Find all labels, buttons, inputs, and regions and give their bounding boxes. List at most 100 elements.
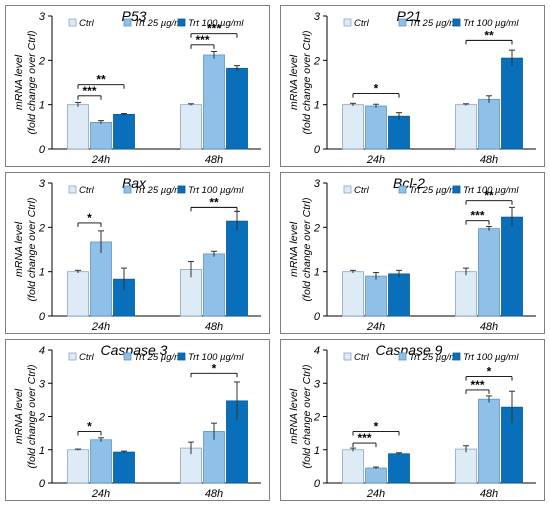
y-tick-label: 1: [39, 267, 45, 279]
significance-label: **: [96, 73, 106, 87]
bar: [342, 104, 364, 150]
y-tick-label: 0: [39, 311, 46, 323]
significance-label: ***: [470, 209, 484, 223]
legend-label: Trt 25 µg/ml: [134, 18, 185, 29]
significance-label: **: [484, 189, 494, 203]
chart-panel-caspase9: Caspase 9 0 1 2 3 4 mRNA level(fold change ov…: [280, 339, 545, 501]
y-tick-label: 2: [313, 412, 320, 424]
x-category-label: 24h: [366, 321, 385, 333]
y-axis-title-line: mRNA level: [13, 54, 25, 110]
legend-label: Trt 100 µg/ml: [188, 352, 244, 363]
bar: [342, 449, 364, 484]
significance-label: *: [212, 361, 217, 375]
bar: [478, 98, 500, 150]
significance-label: **: [209, 195, 219, 209]
legend-label: Ctrl: [79, 185, 95, 196]
y-axis-title: mRNA level(fold change over Ctrl): [13, 198, 38, 302]
bar: [365, 467, 387, 484]
y-tick-label: 0: [39, 144, 46, 156]
y-tick-label: 1: [314, 267, 320, 279]
y-axis-title-line: mRNA level: [13, 388, 25, 444]
y-tick-label: 3: [314, 378, 321, 390]
y-axis-title-line: (fold change over Ctrl): [26, 31, 38, 135]
y-axis-title-line: (fold change over Ctrl): [301, 198, 313, 302]
legend-swatch: [398, 352, 407, 361]
legend-swatch: [177, 185, 186, 194]
legend-label: Trt 100 µg/ml: [463, 352, 519, 363]
y-tick-label: 3: [39, 378, 46, 390]
x-category-label: 48h: [205, 488, 223, 500]
legend-label: Ctrl: [79, 352, 95, 363]
bar: [388, 453, 410, 484]
bar: [67, 271, 89, 317]
y-axis-title: mRNA level(fold change over Ctrl): [13, 31, 38, 135]
legend-swatch: [452, 352, 461, 361]
y-tick-label: 0: [39, 478, 46, 490]
y-tick-label: 2: [38, 55, 45, 67]
significance-label: ***: [207, 22, 221, 36]
legend-swatch: [68, 185, 77, 194]
legend-swatch: [68, 352, 77, 361]
legend-swatch: [452, 18, 461, 27]
y-tick-label: 1: [39, 100, 45, 112]
legend-swatch: [398, 185, 407, 194]
legend-label: Ctrl: [354, 18, 370, 29]
legend-label: Trt 25 µg/ml: [409, 352, 460, 363]
bar: [455, 448, 477, 484]
bar: [113, 451, 135, 484]
legend-swatch: [452, 185, 461, 194]
bar: [90, 439, 112, 484]
y-tick-label: 3: [314, 178, 321, 190]
y-tick-label: 4: [314, 345, 320, 357]
bar: [365, 275, 387, 317]
legend-label: Ctrl: [79, 18, 95, 29]
x-category-label: 48h: [205, 154, 223, 166]
x-category-label: 24h: [91, 321, 110, 333]
chart-panel-bax: Bax 0 1 2 3 mRNA level(fold change over Ctrl…: [5, 172, 270, 334]
legend-label: Trt 100 µg/ml: [188, 185, 244, 196]
x-category-label: 24h: [366, 488, 385, 500]
bar: [180, 104, 202, 150]
x-category-label: 48h: [480, 321, 498, 333]
x-category-label: 24h: [91, 488, 110, 500]
chart-title: Caspase 9: [375, 342, 443, 358]
significance-label: ***: [82, 84, 96, 98]
significance-label: *: [87, 419, 92, 433]
y-tick-label: 1: [314, 100, 320, 112]
chart-title: Caspase 3: [100, 342, 168, 358]
y-axis-title-line: mRNA level: [288, 388, 300, 444]
y-axis-title: mRNA level(fold change over Ctrl): [13, 365, 38, 469]
y-tick-label: 2: [313, 55, 320, 67]
legend-swatch: [68, 18, 77, 27]
y-axis-title-line: (fold change over Ctrl): [26, 365, 38, 469]
bar: [478, 398, 500, 484]
bar: [342, 271, 364, 317]
y-axis-title: mRNA level(fold change over Ctrl): [288, 31, 313, 135]
y-tick-label: 1: [314, 445, 320, 457]
legend-label: Ctrl: [354, 185, 370, 196]
legend-swatch: [343, 185, 352, 194]
y-tick-label: 0: [314, 144, 321, 156]
y-axis-title: mRNA level(fold change over Ctrl): [288, 198, 313, 302]
y-axis-title-line: mRNA level: [13, 221, 25, 277]
legend-label: Trt 100 µg/ml: [188, 18, 244, 29]
significance-label: *: [374, 419, 379, 433]
bar: [226, 67, 248, 150]
y-axis-title-line: mRNA level: [288, 221, 300, 277]
bar: [455, 271, 477, 317]
y-tick-label: 2: [38, 222, 45, 234]
y-axis-title-line: mRNA level: [288, 54, 300, 110]
y-tick-label: 0: [314, 311, 321, 323]
bar: [501, 57, 523, 150]
legend-swatch: [177, 352, 186, 361]
bar: [388, 273, 410, 317]
legend-swatch: [398, 18, 407, 27]
y-tick-label: 0: [314, 478, 321, 490]
chart-panel-p53: P53 0 1 2 3 mRNA level(fold change over Ctrl…: [5, 5, 270, 167]
y-axis-title: mRNA level(fold change over Ctrl): [288, 365, 313, 469]
bar: [226, 220, 248, 317]
x-category-label: 24h: [366, 154, 385, 166]
